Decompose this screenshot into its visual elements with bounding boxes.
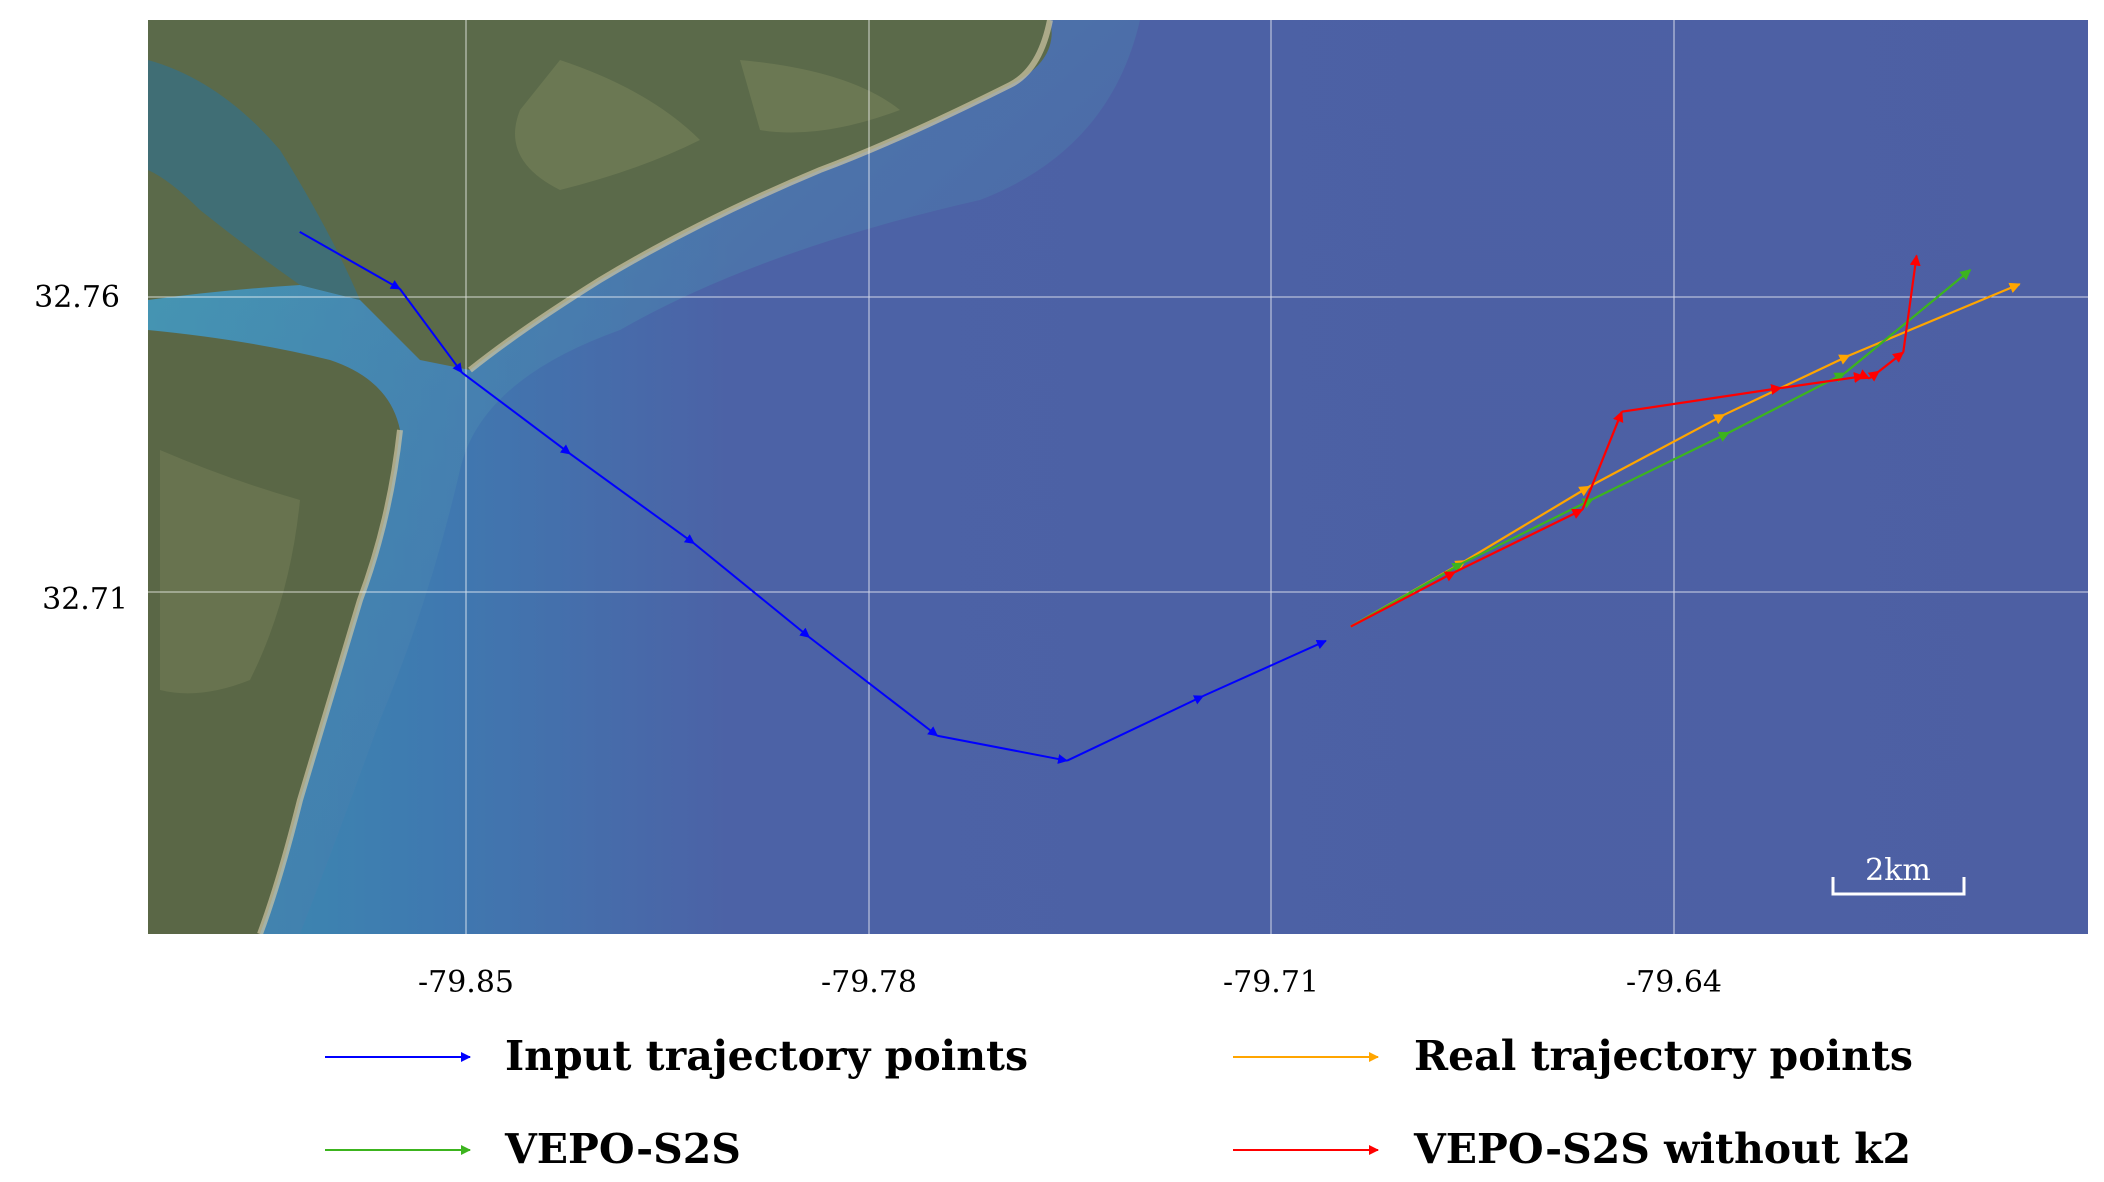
x-tick-label: -79.78 <box>821 965 917 1000</box>
trajectory-segment <box>1621 383 1783 413</box>
x-axis-ticks: -79.85 -79.78 -79.71 -79.64 <box>418 965 1722 1000</box>
trajectory-segment <box>937 734 1069 764</box>
legend-label-vepo: VEPO-S2S <box>504 1125 741 1173</box>
southern-marsh <box>160 450 300 694</box>
trajectory-segment <box>1588 413 1726 488</box>
legend-item-vepo: VEPO-S2S <box>325 1125 741 1173</box>
trajectory-segment <box>1592 431 1730 500</box>
trajectory-segment <box>1723 354 1851 416</box>
trajectory-segment <box>1066 695 1205 762</box>
trajectory-segment <box>1780 372 1865 390</box>
trajectory-segment <box>1867 370 1880 382</box>
trajectory-segment <box>1350 570 1457 628</box>
y-tick-label: 32.71 <box>42 582 128 617</box>
legend-item-input: Input trajectory points <box>325 1032 1028 1080</box>
trajectory-segment <box>569 453 695 545</box>
scale-bar-label: 2km <box>1865 853 1931 888</box>
harbor-water <box>148 60 360 300</box>
x-tick-label: -79.85 <box>418 965 514 1000</box>
satellite-basemap <box>148 20 2088 934</box>
trajectory-vepo-k2 <box>1350 254 1921 628</box>
marsh-texture <box>515 60 900 190</box>
legend: Input trajectory points Real trajectory … <box>325 1032 1913 1173</box>
y-axis-ticks: 32.76 32.71 <box>34 280 128 617</box>
x-tick-label: -79.71 <box>1223 965 1319 1000</box>
legend-item-vepo-k2: VEPO-S2S without k2 <box>1233 1125 1911 1173</box>
scale-bar: 2km <box>1831 853 1966 896</box>
trajectory-segment <box>1848 282 2021 357</box>
x-tick-label: -79.64 <box>1626 965 1722 1000</box>
legend-label-input: Input trajectory points <box>505 1032 1028 1080</box>
trajectory-segment <box>1878 351 1905 373</box>
trajectory-segment <box>1728 372 1846 434</box>
trajectory-segment <box>1454 508 1584 573</box>
trajectory-segment <box>461 371 571 455</box>
grid-lines <box>148 20 2088 934</box>
trajectory-segment <box>808 636 939 737</box>
beach-south <box>257 429 403 934</box>
legend-label-vepo-k2: VEPO-S2S without k2 <box>1413 1125 1911 1173</box>
trajectory-segment <box>1202 639 1327 697</box>
legend-item-real: Real trajectory points <box>1233 1032 1913 1080</box>
trajectory-segment <box>1902 254 1921 353</box>
trajectory-segment <box>299 231 401 290</box>
trajectory-input <box>299 231 1327 764</box>
trajectory-segment <box>399 288 463 374</box>
y-tick-label: 32.76 <box>34 280 120 315</box>
trajectories-layer <box>299 231 2021 764</box>
scale-bar-line <box>1831 877 1966 896</box>
beach-north <box>468 20 1053 373</box>
legend-label-real: Real trajectory points <box>1414 1032 1913 1080</box>
trajectory-segment <box>1581 410 1624 511</box>
trajectory-segment <box>1464 485 1591 562</box>
trajectory-segment <box>693 542 811 639</box>
